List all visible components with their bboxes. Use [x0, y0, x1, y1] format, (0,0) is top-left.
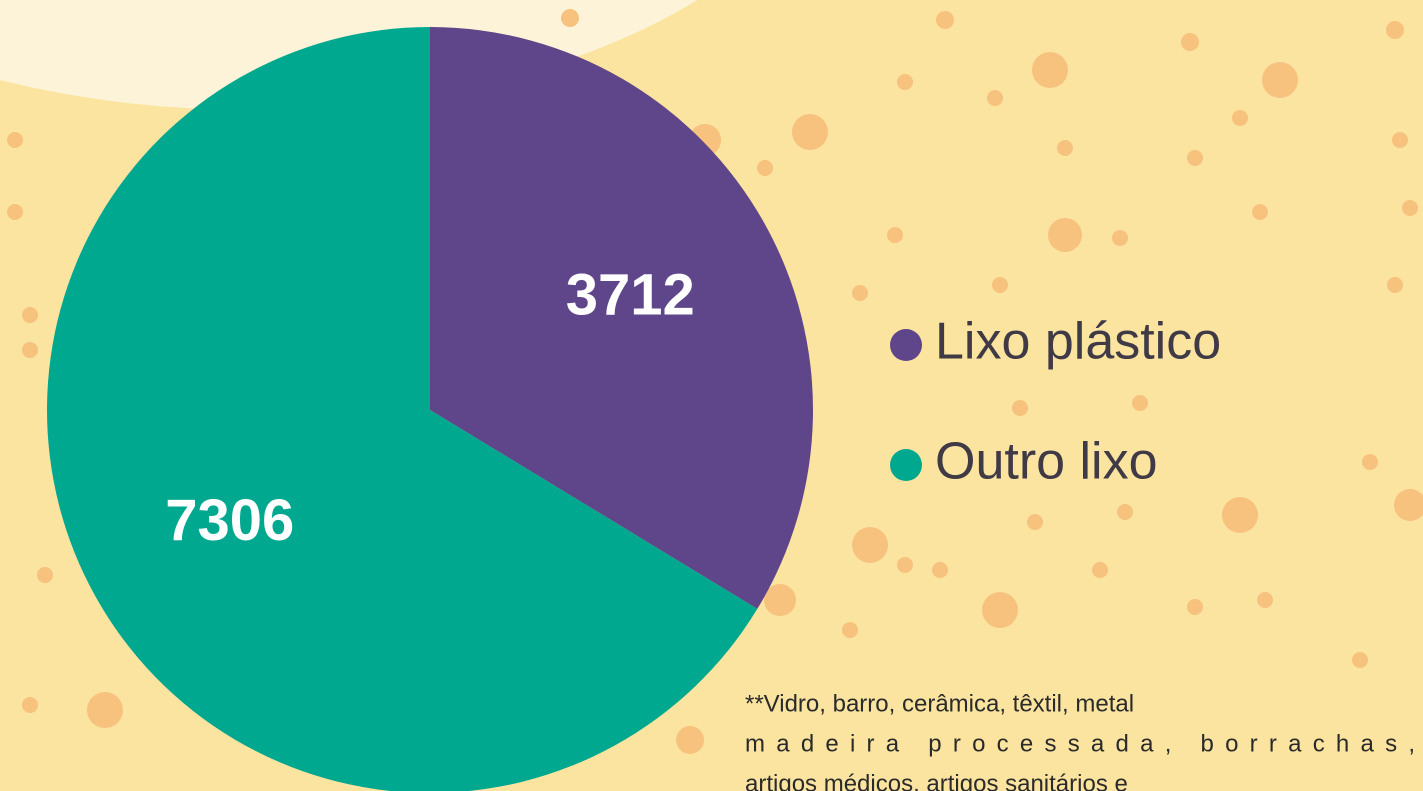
footnote-line: artigos médicos, artigos sanitários e [745, 770, 1128, 791]
pie [47, 27, 813, 791]
value-label: 7306 [165, 488, 294, 553]
legend-label: Outro lixo [935, 433, 1158, 491]
pie-slice [430, 27, 813, 609]
legend-marker [890, 449, 922, 481]
background-dots [7, 9, 1423, 754]
legend-marker [890, 329, 922, 361]
pie-slice [47, 27, 758, 791]
footnote-line: **Vidro, barro, cerâmica, têxtil, metal [745, 690, 1134, 717]
value-label: 3712 [566, 263, 695, 328]
legend-label: Lixo plástico [935, 313, 1221, 371]
